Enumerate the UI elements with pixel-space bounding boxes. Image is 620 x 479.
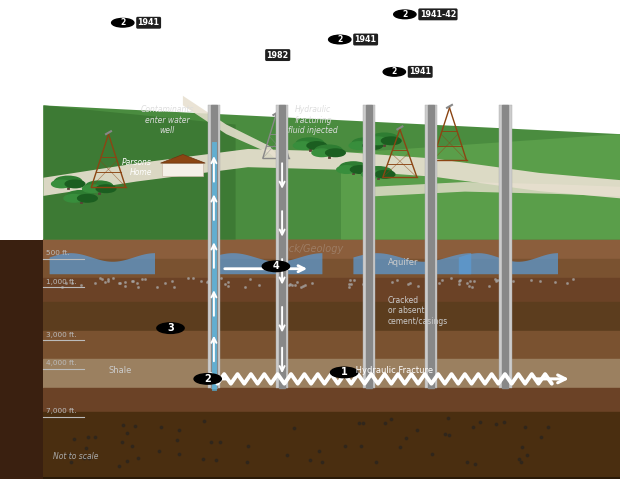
Polygon shape xyxy=(183,96,282,165)
Circle shape xyxy=(307,142,327,149)
Polygon shape xyxy=(43,149,620,198)
Bar xyxy=(43,302,620,331)
Polygon shape xyxy=(459,253,558,274)
Bar xyxy=(43,240,620,259)
Circle shape xyxy=(262,261,290,272)
Polygon shape xyxy=(353,253,471,274)
Bar xyxy=(428,105,434,388)
Text: 2: 2 xyxy=(392,68,397,76)
Circle shape xyxy=(315,145,342,156)
Bar xyxy=(276,105,288,388)
Text: Cracked
or absent
cement/casings: Cracked or absent cement/casings xyxy=(388,296,448,326)
Text: 500 ft.: 500 ft. xyxy=(46,250,70,256)
Polygon shape xyxy=(43,105,620,240)
Circle shape xyxy=(96,185,116,193)
Polygon shape xyxy=(0,240,43,479)
Polygon shape xyxy=(50,253,155,274)
Text: Water Well: Water Well xyxy=(214,33,255,42)
Text: 1941: 1941 xyxy=(409,68,431,76)
Text: Hydraulic
fracturing
fluid injected: Hydraulic fracturing fluid injected xyxy=(288,105,338,135)
Circle shape xyxy=(112,19,134,27)
Text: 2: 2 xyxy=(337,35,342,44)
Polygon shape xyxy=(341,134,620,240)
Bar xyxy=(363,105,375,388)
Bar xyxy=(425,105,437,388)
Bar xyxy=(502,105,508,388)
Circle shape xyxy=(375,171,395,178)
Text: 7,000 ft.: 7,000 ft. xyxy=(46,408,77,414)
Circle shape xyxy=(86,181,113,192)
Circle shape xyxy=(157,323,184,333)
Text: 3: 3 xyxy=(167,323,174,333)
Text: 1941: 1941 xyxy=(355,35,376,44)
Text: 1,000 ft.: 1,000 ft. xyxy=(46,279,77,285)
Circle shape xyxy=(296,138,324,148)
Circle shape xyxy=(326,149,345,157)
Circle shape xyxy=(365,167,392,177)
Text: Aquifer: Aquifer xyxy=(388,259,418,267)
Text: 3,000 ft.: 3,000 ft. xyxy=(46,331,77,338)
Text: 2: 2 xyxy=(120,18,125,27)
Circle shape xyxy=(194,374,221,384)
Text: 4,000 ft.: 4,000 ft. xyxy=(46,360,77,366)
Bar xyxy=(366,105,372,388)
Text: Hydraulic Fracture: Hydraulic Fracture xyxy=(353,366,433,375)
Circle shape xyxy=(361,171,381,178)
Text: 1941: 1941 xyxy=(138,18,159,27)
Bar xyxy=(43,359,620,388)
Bar xyxy=(211,105,217,388)
Bar xyxy=(499,105,511,388)
Bar xyxy=(43,259,620,278)
Bar xyxy=(208,105,220,388)
Circle shape xyxy=(64,194,84,202)
Circle shape xyxy=(350,166,370,173)
Polygon shape xyxy=(211,253,322,274)
Bar xyxy=(162,163,203,176)
Text: 1: 1 xyxy=(341,367,347,377)
Bar xyxy=(279,105,285,388)
Circle shape xyxy=(394,10,416,19)
Text: 1941-42: 1941-42 xyxy=(420,10,456,19)
Circle shape xyxy=(371,133,398,144)
Circle shape xyxy=(78,194,97,202)
Circle shape xyxy=(51,180,71,188)
Text: 2: 2 xyxy=(205,374,211,384)
Circle shape xyxy=(82,185,102,193)
Text: 4: 4 xyxy=(273,262,279,271)
Text: Rock/Geology: Rock/Geology xyxy=(277,244,343,254)
Circle shape xyxy=(55,176,82,187)
Circle shape xyxy=(312,149,332,157)
Circle shape xyxy=(293,142,313,149)
Polygon shape xyxy=(43,105,236,240)
Bar xyxy=(43,388,620,412)
Polygon shape xyxy=(372,182,620,196)
Bar xyxy=(43,278,620,302)
Text: Not to scale: Not to scale xyxy=(53,452,98,461)
Circle shape xyxy=(349,142,369,149)
Circle shape xyxy=(65,180,85,188)
Circle shape xyxy=(340,162,367,172)
Text: Contaminants
enter water
well: Contaminants enter water well xyxy=(141,105,194,135)
Circle shape xyxy=(330,367,358,378)
Polygon shape xyxy=(161,155,205,163)
Circle shape xyxy=(352,138,379,148)
Circle shape xyxy=(67,191,94,201)
Text: 1982: 1982 xyxy=(267,51,289,59)
Circle shape xyxy=(381,137,401,145)
Polygon shape xyxy=(43,477,620,479)
Bar xyxy=(43,331,620,359)
Text: Shale: Shale xyxy=(108,366,132,375)
Circle shape xyxy=(329,35,351,44)
Circle shape xyxy=(368,137,388,145)
Circle shape xyxy=(337,166,356,173)
Bar xyxy=(43,412,620,479)
Text: Parsons
Home: Parsons Home xyxy=(122,158,152,177)
Text: 2: 2 xyxy=(402,10,407,19)
Circle shape xyxy=(363,142,383,149)
Circle shape xyxy=(383,68,405,76)
